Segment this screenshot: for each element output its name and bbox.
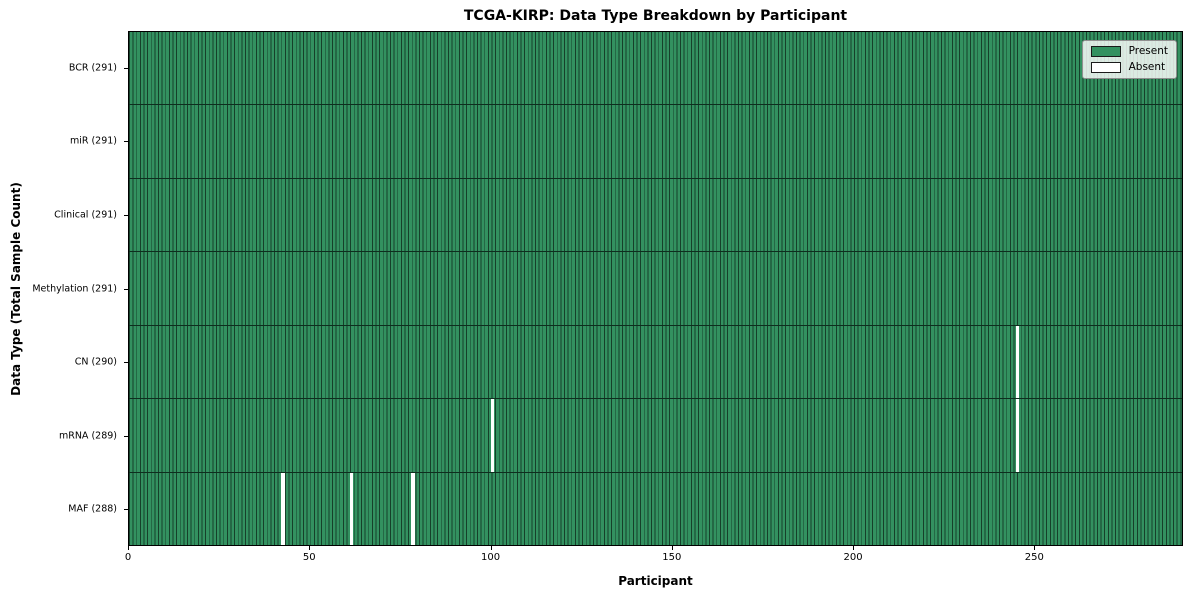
- heatmap-row-Clinical: [129, 179, 1182, 253]
- absent-cell: [1015, 325, 1020, 399]
- x-tick-mark: [853, 546, 855, 550]
- y-tick-label: MAF (288): [68, 503, 117, 515]
- absent-cell: [411, 472, 415, 545]
- legend-entry-absent: Absent: [1090, 61, 1168, 74]
- y-tick-area: BCR (291) miR (291) Clinical (291) Methylat…: [0, 31, 128, 546]
- heatmap-row-MAF: [129, 472, 1182, 545]
- heatmap-row-BCR: [129, 32, 1182, 106]
- x-tick-mark: [671, 546, 673, 550]
- y-tick-mark: [124, 214, 128, 216]
- y-tick-label: Methylation (291): [32, 283, 117, 294]
- absent-cell: [1015, 399, 1020, 472]
- y-tick-label: mRNA (289): [58, 430, 117, 442]
- heatmap-row-Methylation: [129, 252, 1182, 326]
- y-tick-mark: [124, 288, 128, 290]
- x-tick-label: 0: [124, 552, 132, 563]
- legend: Present Absent: [1081, 40, 1177, 79]
- x-tick-area: 0 50 100 150 200 250: [124, 546, 1183, 566]
- absent-cell: [349, 472, 354, 545]
- legend-label-absent: Absent: [1128, 61, 1166, 74]
- y-tick-label: miR (291): [69, 135, 117, 147]
- x-tick-mark: [1034, 546, 1036, 550]
- heatmap-row-mRNA: [129, 399, 1182, 473]
- absent-swatch-icon: [1090, 62, 1121, 73]
- plot-area: Present Absent: [128, 31, 1183, 546]
- present-swatch-icon: [1090, 46, 1121, 57]
- heatmap-rows: [129, 32, 1182, 545]
- y-tick-mark: [124, 435, 128, 437]
- y-tick-label: Clinical (291): [54, 209, 117, 221]
- x-tick-label: 250: [1024, 552, 1044, 563]
- x-tick-label: 50: [302, 552, 316, 563]
- legend-label-present: Present: [1128, 45, 1168, 58]
- y-tick-mark: [124, 67, 128, 69]
- chart-title: TCGA-KIRP: Data Type Breakdown by Partic…: [463, 8, 848, 24]
- y-tick-label: BCR (291): [68, 62, 117, 74]
- x-axis-label: Participant: [618, 574, 693, 588]
- legend-entry-present: Present: [1090, 45, 1168, 58]
- absent-cell: [490, 399, 495, 472]
- x-tick-label: 150: [662, 552, 682, 563]
- y-tick-mark: [124, 141, 128, 143]
- absent-cell: [280, 472, 285, 545]
- x-tick-label: 200: [843, 552, 863, 563]
- heatmap-row-CN: [129, 325, 1182, 400]
- y-tick-mark: [124, 509, 128, 511]
- heatmap-row-miR: [129, 105, 1182, 179]
- x-tick-mark: [490, 546, 492, 550]
- y-tick-mark: [124, 362, 128, 364]
- x-tick-mark: [128, 546, 129, 550]
- x-tick-mark: [309, 546, 311, 550]
- y-tick-label: CN (290): [74, 356, 117, 368]
- x-tick-label: 100: [480, 552, 501, 563]
